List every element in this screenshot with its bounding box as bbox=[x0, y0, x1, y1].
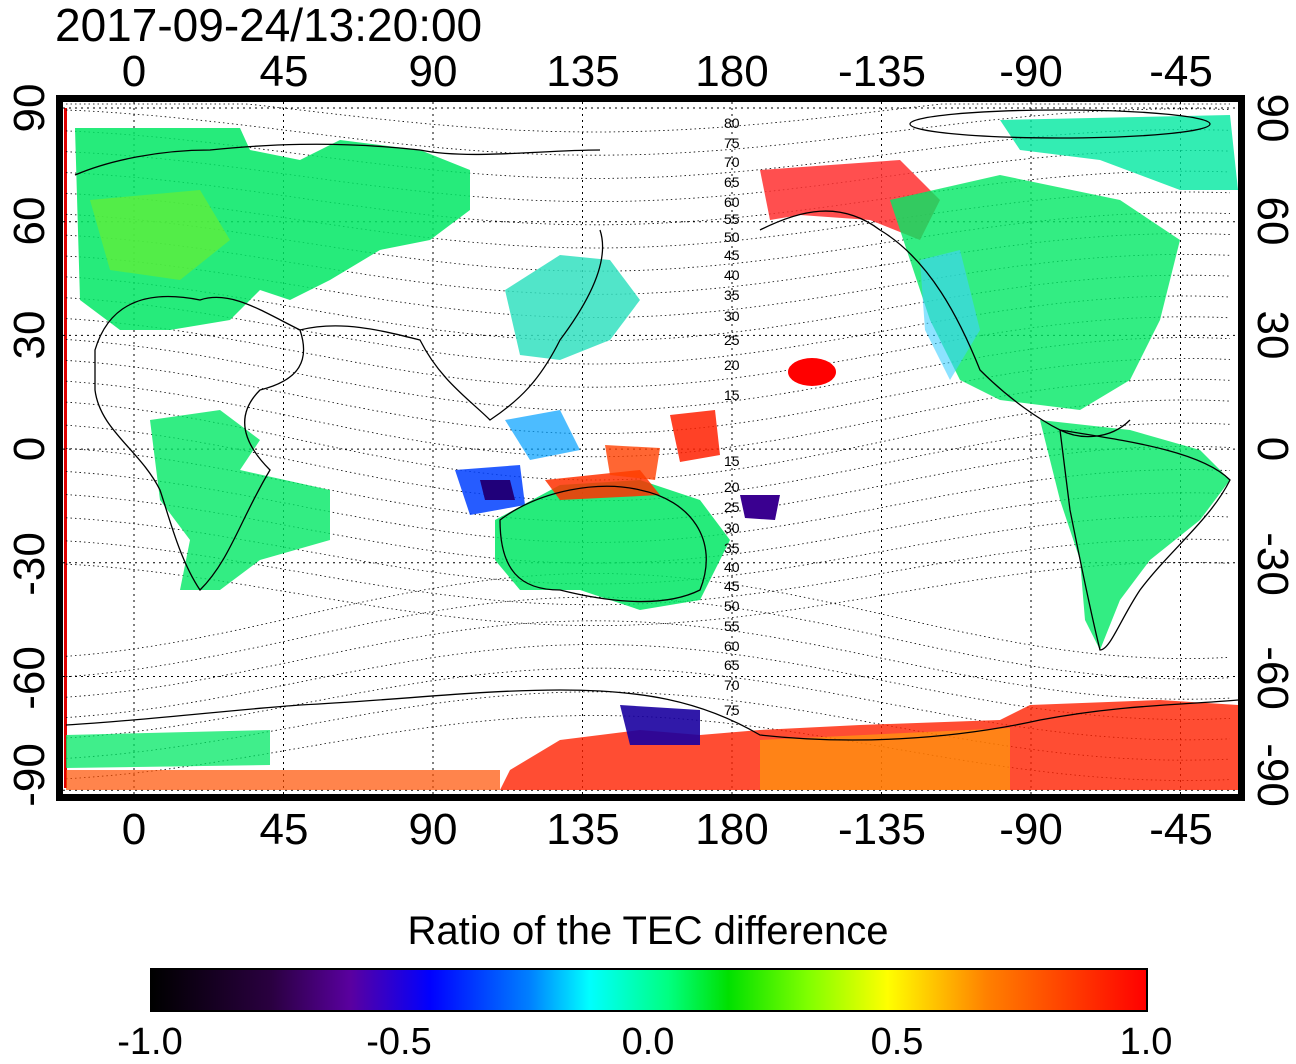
contour-line bbox=[65, 620, 1231, 700]
coast-africa bbox=[94, 295, 305, 592]
coast-antarctica bbox=[65, 689, 1239, 741]
contour-label: 20 bbox=[724, 357, 740, 373]
colorbar-tick: -0.5 bbox=[366, 1021, 432, 1063]
contour-line bbox=[65, 129, 1231, 179]
blob-philippines bbox=[505, 410, 580, 460]
contour-line bbox=[65, 422, 1231, 502]
bottom-lon-label: 90 bbox=[408, 805, 458, 854]
contour-label: 50 bbox=[724, 229, 740, 245]
top-lon-label: 45 bbox=[259, 47, 309, 96]
contour-label: 30 bbox=[724, 308, 740, 324]
bottom-lon-label: -135 bbox=[837, 805, 927, 854]
blob-antarctic-blue bbox=[620, 705, 700, 745]
top-lon-label: 180 bbox=[695, 47, 769, 96]
blob-indonesia-dark bbox=[480, 480, 515, 500]
colorbar-tick: 0.0 bbox=[621, 1021, 675, 1063]
contour-label: 15 bbox=[724, 387, 740, 403]
contour-label: 20 bbox=[724, 479, 740, 495]
top-lon-label: -135 bbox=[837, 47, 927, 96]
tec-ratio-field bbox=[66, 115, 1238, 790]
contour-label: 60 bbox=[724, 194, 740, 210]
coast-arctic-loop bbox=[909, 109, 1211, 139]
top-lon-label: -90 bbox=[999, 47, 1063, 96]
contour-label: 80 bbox=[724, 115, 740, 131]
coast-asia-south bbox=[299, 229, 604, 421]
colorbar-title: Ratio of the TEC difference bbox=[407, 909, 889, 953]
contour-labels: 8075706560555045403530252015152025303540… bbox=[724, 115, 740, 718]
contour-line bbox=[65, 446, 1231, 523]
blob-east-asia bbox=[505, 255, 640, 360]
contour-label: 40 bbox=[724, 559, 740, 575]
frame-bottom-bar bbox=[57, 794, 1244, 800]
frame-top-bar bbox=[57, 96, 1244, 102]
colorbar bbox=[150, 968, 1148, 1012]
frame-right-bar bbox=[1238, 96, 1244, 800]
contour-label: 45 bbox=[724, 578, 740, 594]
blob-alaska bbox=[760, 160, 940, 240]
blob-south-pacific-dark bbox=[740, 495, 780, 520]
blob-antarctic-green bbox=[66, 730, 270, 768]
frame-left-bar bbox=[57, 96, 63, 800]
top-lon-label: 0 bbox=[121, 47, 147, 96]
contour-label: 50 bbox=[724, 598, 740, 614]
contour-label: 25 bbox=[724, 332, 740, 348]
contour-line bbox=[65, 191, 1231, 249]
blob-europe-west bbox=[90, 190, 230, 280]
blob-hawaii bbox=[788, 358, 836, 386]
blob-pacific-equator bbox=[670, 410, 720, 462]
coast-south-america bbox=[1059, 429, 1231, 651]
contour-label: 60 bbox=[724, 638, 740, 654]
bottom-lon-label: 180 bbox=[695, 805, 769, 854]
bottom-lon-label: -90 bbox=[999, 805, 1063, 854]
timestamp-title: 2017-09-24/13:20:00 bbox=[55, 0, 483, 51]
contour-label: 75 bbox=[724, 702, 740, 718]
coast-north-america bbox=[759, 210, 1131, 438]
top-lon-label: 135 bbox=[546, 47, 620, 96]
top-lon-label: 90 bbox=[408, 47, 458, 96]
contour-label: 70 bbox=[724, 154, 740, 170]
blob-australia-north bbox=[545, 470, 660, 500]
contour-line bbox=[65, 562, 1231, 627]
blob-europe bbox=[75, 128, 470, 330]
coast-australia bbox=[499, 485, 707, 603]
colorbar-tick: 1.0 bbox=[1119, 1021, 1173, 1063]
bottom-lon-label: -45 bbox=[1149, 805, 1213, 854]
coastlines bbox=[65, 109, 1239, 741]
contour-label: 30 bbox=[724, 520, 740, 536]
contour-label: 35 bbox=[724, 540, 740, 556]
left-edge-strip bbox=[64, 108, 67, 788]
bottom-lon-label: 0 bbox=[121, 805, 147, 854]
blob-africa bbox=[150, 410, 330, 590]
blob-pacific-west bbox=[605, 445, 660, 480]
blob-canada-north bbox=[1000, 115, 1238, 190]
contour-label: 65 bbox=[724, 657, 740, 673]
contour-label: 55 bbox=[724, 618, 740, 634]
contour-label: 15 bbox=[724, 453, 740, 469]
contour-label: 40 bbox=[724, 267, 740, 283]
contour-line bbox=[66, 103, 1230, 133]
contour-label: 65 bbox=[724, 174, 740, 190]
contour-label: 55 bbox=[724, 211, 740, 227]
coast-arctic bbox=[74, 143, 601, 176]
contour-label: 35 bbox=[724, 287, 740, 303]
blob-antarctic-west bbox=[66, 770, 500, 790]
contour-line bbox=[65, 274, 1231, 342]
colorbar-tick: -1.0 bbox=[117, 1021, 183, 1063]
bottom-lon-label: 45 bbox=[259, 805, 309, 854]
contour-label: 25 bbox=[724, 499, 740, 515]
contour-label: 75 bbox=[724, 135, 740, 151]
blob-antarctic-orange bbox=[760, 728, 1010, 790]
blob-australia bbox=[495, 480, 730, 610]
top-lon-label: -45 bbox=[1149, 47, 1213, 96]
contour-label: 70 bbox=[724, 677, 740, 693]
contour-line bbox=[65, 108, 1231, 156]
bottom-lon-label: 135 bbox=[546, 805, 620, 854]
colorbar-tick: 0.5 bbox=[870, 1021, 924, 1063]
contour-label: 45 bbox=[724, 247, 740, 263]
